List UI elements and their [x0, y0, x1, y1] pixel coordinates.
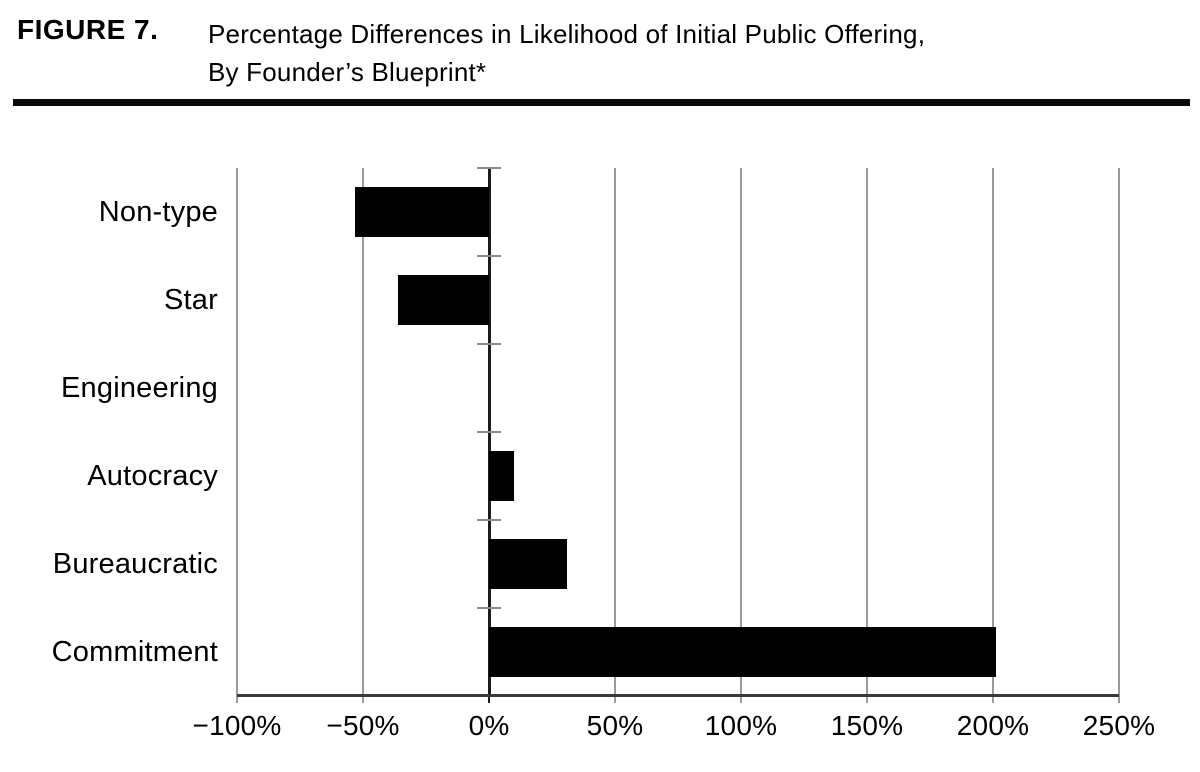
- figure-title-line2: By Founder’s Blueprint*: [208, 57, 487, 87]
- axis-tick-stub: [362, 696, 364, 703]
- category-boundary-tick: [477, 343, 501, 345]
- category-label-non-type: Non-type: [98, 195, 218, 228]
- gridline--50-: [362, 168, 364, 696]
- category-axis: Non-type Star Engineering Autocracy Bureaucr…: [0, 168, 218, 696]
- category-boundary-tick: [477, 255, 501, 257]
- figure-number-label: FIGURE 7.: [17, 14, 159, 45]
- bar-star: [398, 275, 489, 325]
- category-boundary-tick: [477, 167, 501, 169]
- figure-title-line1: Percentage Differences in Likelihood of …: [208, 19, 926, 49]
- bar-non-type: [355, 187, 489, 237]
- gridline-100-: [740, 168, 742, 696]
- x-tick-label-250-: 250%: [1082, 710, 1156, 741]
- bar-commitment: [489, 627, 996, 677]
- category-boundary-tick: [477, 519, 501, 521]
- axis-tick-stub: [236, 696, 238, 703]
- gridline-50-: [614, 168, 616, 696]
- x-tick-label-150-: 150%: [830, 710, 904, 741]
- gridline-200-: [992, 168, 994, 696]
- axis-tick-stub: [1118, 696, 1120, 703]
- x-axis-line: [237, 694, 1119, 697]
- bar-autocracy: [489, 451, 515, 501]
- axis-tick-stub: [614, 696, 616, 703]
- plot-area: −100% −50% 0% 50% 100% 150% 200% 250%: [193, 167, 1155, 741]
- bar-bureaucratic: [489, 539, 568, 589]
- gridline-250-: [1118, 168, 1120, 696]
- category-boundary-tick: [477, 607, 501, 609]
- title-divider-rule: [13, 99, 1190, 106]
- axis-tick-stub: [992, 696, 994, 703]
- x-tick-label-100-: 100%: [704, 710, 778, 741]
- category-label-bureaucratic: Bureaucratic: [52, 547, 218, 580]
- category-label-commitment: Commitment: [51, 635, 218, 668]
- x-tick-label-50-: 50%: [586, 710, 644, 741]
- figure-title: Percentage Differences in Likelihood of …: [208, 15, 925, 91]
- gridline--100-: [236, 168, 238, 696]
- axis-tick-stub: [740, 696, 742, 703]
- axis-tick-stub: [488, 696, 490, 703]
- x-tick-label--50-: −50%: [326, 710, 400, 741]
- category-boundary-tick: [477, 431, 501, 433]
- category-label-star: Star: [164, 283, 218, 316]
- category-label-engineering: Engineering: [61, 371, 218, 404]
- x-tick-label-200-: 200%: [956, 710, 1030, 741]
- category-label-autocracy: Autocracy: [87, 459, 218, 492]
- axis-tick-stub: [866, 696, 868, 703]
- gridline-150-: [866, 168, 868, 696]
- x-tick-label-0-: 0%: [468, 710, 510, 741]
- x-tick-label--100-: −100%: [192, 710, 282, 741]
